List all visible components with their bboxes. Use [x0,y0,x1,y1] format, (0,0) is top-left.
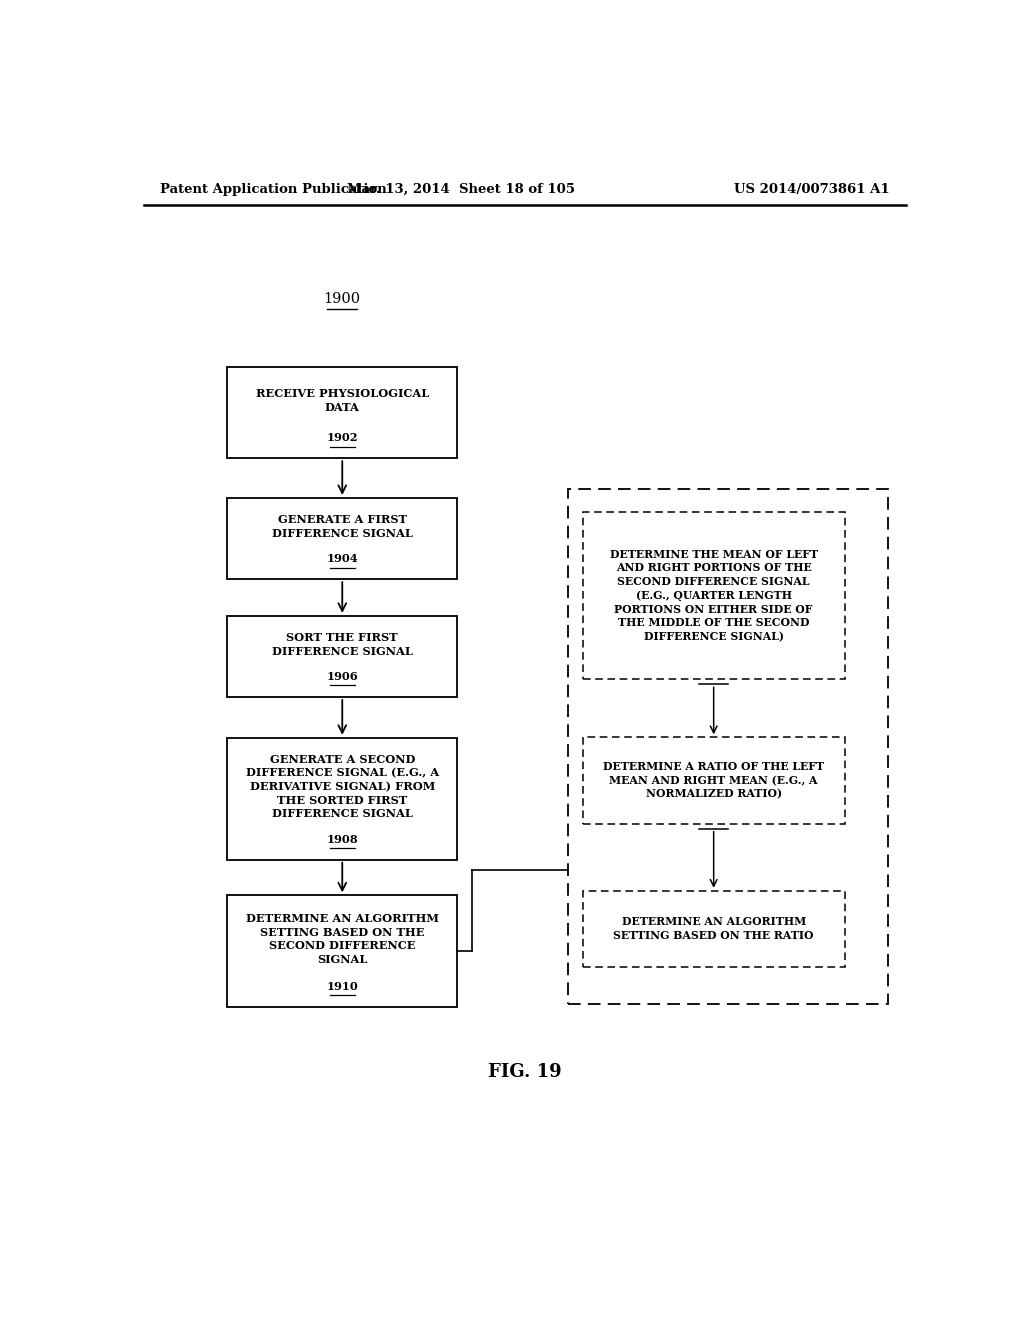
Bar [583,512,845,680]
Bar [227,615,458,697]
Text: Patent Application Publication: Patent Application Publication [160,183,386,195]
Bar [583,738,845,824]
Text: RECEIVE PHYSIOLOGICAL
DATA: RECEIVE PHYSIOLOGICAL DATA [256,388,429,413]
Text: DETERMINE AN ALGORITHM
SETTING BASED ON THE
SECOND DIFFERENCE
SIGNAL: DETERMINE AN ALGORITHM SETTING BASED ON … [246,913,438,965]
Text: 1906: 1906 [327,672,358,682]
Bar [227,738,458,859]
Text: DETERMINE A RATIO OF THE LEFT
MEAN AND RIGHT MEAN (E.G., A
NORMALIZED RATIO): DETERMINE A RATIO OF THE LEFT MEAN AND R… [603,762,824,800]
Text: Mar. 13, 2014  Sheet 18 of 105: Mar. 13, 2014 Sheet 18 of 105 [347,183,575,195]
Text: GENERATE A FIRST
DIFFERENCE SIGNAL: GENERATE A FIRST DIFFERENCE SIGNAL [271,513,413,539]
Bar [227,498,458,579]
Text: GENERATE A SECOND
DIFFERENCE SIGNAL (E.G., A
DERIVATIVE SIGNAL) FROM
THE SORTED : GENERATE A SECOND DIFFERENCE SIGNAL (E.G… [246,754,439,820]
Bar [227,895,458,1007]
Text: 1900: 1900 [324,292,360,306]
Text: 1910: 1910 [327,981,358,993]
Bar [568,488,888,1005]
Text: 1904: 1904 [327,553,358,565]
Text: 1908: 1908 [327,834,358,845]
Text: 1902: 1902 [327,433,358,444]
Text: SORT THE FIRST
DIFFERENCE SIGNAL: SORT THE FIRST DIFFERENCE SIGNAL [271,632,413,656]
Bar [583,891,845,968]
Text: DETERMINE THE MEAN OF LEFT
AND RIGHT PORTIONS OF THE
SECOND DIFFERENCE SIGNAL
(E: DETERMINE THE MEAN OF LEFT AND RIGHT POR… [609,549,818,642]
Text: US 2014/0073861 A1: US 2014/0073861 A1 [734,183,890,195]
Text: DETERMINE AN ALGORITHM
SETTING BASED ON THE RATIO: DETERMINE AN ALGORITHM SETTING BASED ON … [613,916,814,941]
Text: FIG. 19: FIG. 19 [488,1063,561,1081]
Bar [227,367,458,458]
